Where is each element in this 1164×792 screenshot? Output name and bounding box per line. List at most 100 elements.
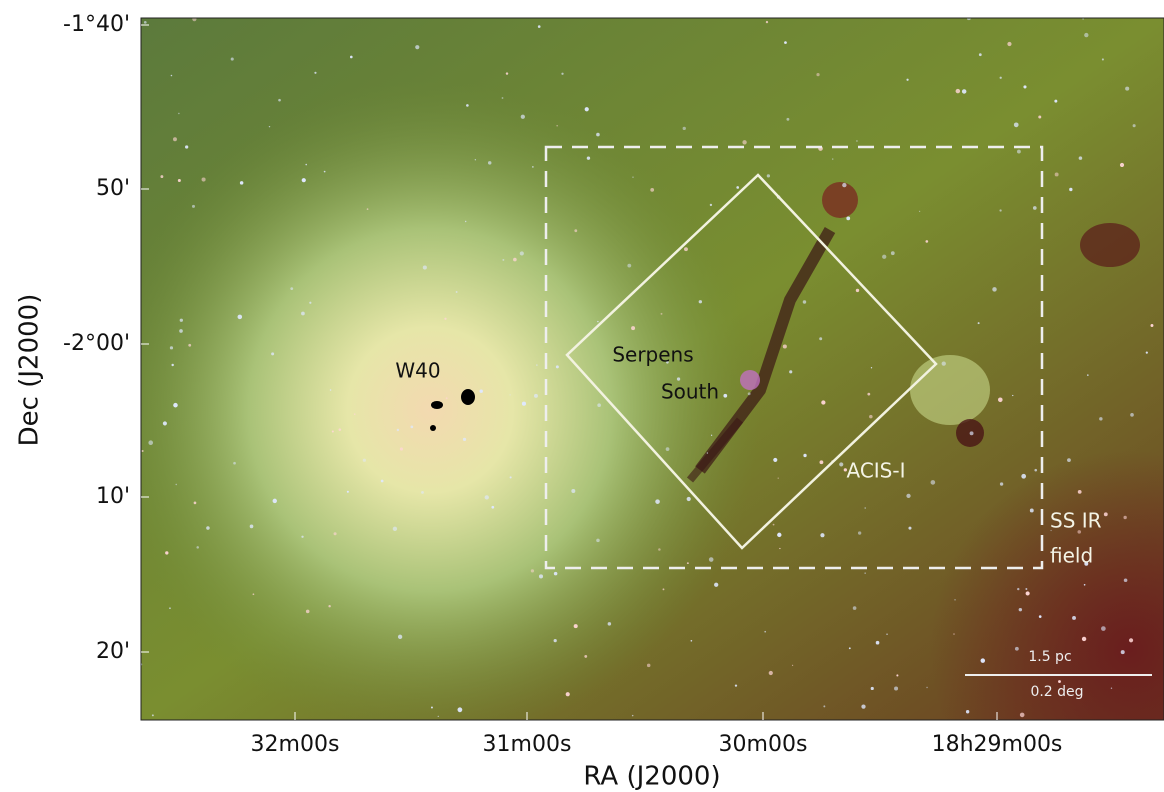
star — [699, 300, 702, 303]
star — [773, 524, 775, 526]
star — [998, 398, 1003, 403]
star — [1084, 33, 1088, 37]
star — [539, 574, 543, 578]
star — [710, 204, 712, 206]
star — [886, 634, 887, 635]
star — [1082, 637, 1086, 641]
star — [663, 588, 665, 590]
star — [488, 161, 491, 164]
star — [561, 73, 563, 75]
star — [339, 428, 342, 431]
star — [171, 364, 173, 366]
star — [894, 687, 898, 691]
star — [393, 527, 397, 531]
star — [1078, 490, 1082, 494]
star — [480, 390, 483, 393]
star — [302, 178, 306, 182]
star — [502, 259, 504, 261]
star — [954, 599, 955, 600]
star — [1101, 626, 1106, 631]
star — [584, 655, 587, 658]
star — [415, 45, 419, 49]
star — [821, 400, 825, 404]
star — [273, 499, 277, 503]
star — [789, 370, 792, 373]
star — [536, 364, 538, 366]
star — [1033, 206, 1037, 210]
star — [650, 188, 654, 192]
star — [823, 705, 825, 707]
star — [354, 414, 355, 415]
star — [1146, 352, 1148, 354]
star — [970, 431, 974, 435]
y-tick-label: -2°00' — [63, 331, 130, 356]
label-south: South — [661, 380, 719, 404]
star — [1058, 680, 1061, 683]
x-axis-title: RA (J2000) — [583, 762, 720, 792]
star — [647, 664, 650, 667]
star — [253, 593, 255, 595]
star — [707, 452, 708, 453]
star — [1069, 188, 1072, 191]
star — [334, 532, 337, 535]
y-tick-label: 10' — [96, 484, 130, 509]
star — [506, 72, 508, 74]
star — [1017, 588, 1019, 590]
star — [328, 605, 330, 607]
star — [858, 531, 861, 534]
star — [173, 137, 177, 141]
star — [773, 458, 777, 462]
star — [510, 394, 511, 395]
star — [979, 53, 982, 56]
star — [465, 221, 466, 222]
star — [520, 251, 524, 255]
star — [661, 313, 663, 315]
label-serpens: Serpens — [612, 343, 693, 367]
star — [290, 287, 293, 290]
star — [231, 58, 234, 61]
star — [363, 459, 366, 462]
star — [1123, 516, 1126, 519]
star — [962, 89, 967, 94]
star — [832, 158, 833, 159]
star — [332, 430, 334, 432]
star — [792, 665, 793, 666]
star — [180, 319, 183, 322]
star — [687, 497, 691, 501]
scale-bottom: 0.2 deg — [1030, 684, 1083, 700]
star — [324, 171, 326, 173]
label-w40: W40 — [395, 359, 440, 383]
star — [926, 687, 927, 688]
star — [784, 41, 787, 44]
star — [556, 365, 559, 368]
star — [160, 175, 163, 178]
star — [421, 491, 424, 494]
star — [1023, 85, 1026, 88]
star — [777, 533, 781, 537]
star — [1130, 413, 1134, 417]
star — [350, 56, 353, 59]
star — [596, 133, 600, 137]
star — [1012, 395, 1013, 396]
star — [856, 289, 859, 292]
star — [574, 229, 577, 232]
star — [1034, 469, 1037, 472]
star — [691, 640, 693, 642]
star — [1150, 324, 1153, 327]
star — [906, 79, 908, 81]
label-acis: ACIS-I — [846, 459, 905, 483]
star — [309, 302, 311, 304]
star — [1017, 150, 1021, 154]
star — [301, 312, 305, 316]
star — [491, 506, 494, 509]
star — [170, 346, 173, 349]
star — [238, 315, 243, 320]
star — [1007, 42, 1011, 46]
star — [820, 460, 824, 464]
star — [1087, 374, 1089, 376]
scale-top: 1.5 pc — [1028, 649, 1071, 665]
star — [908, 527, 911, 530]
star — [867, 393, 870, 396]
star — [748, 392, 751, 395]
star — [556, 125, 557, 126]
